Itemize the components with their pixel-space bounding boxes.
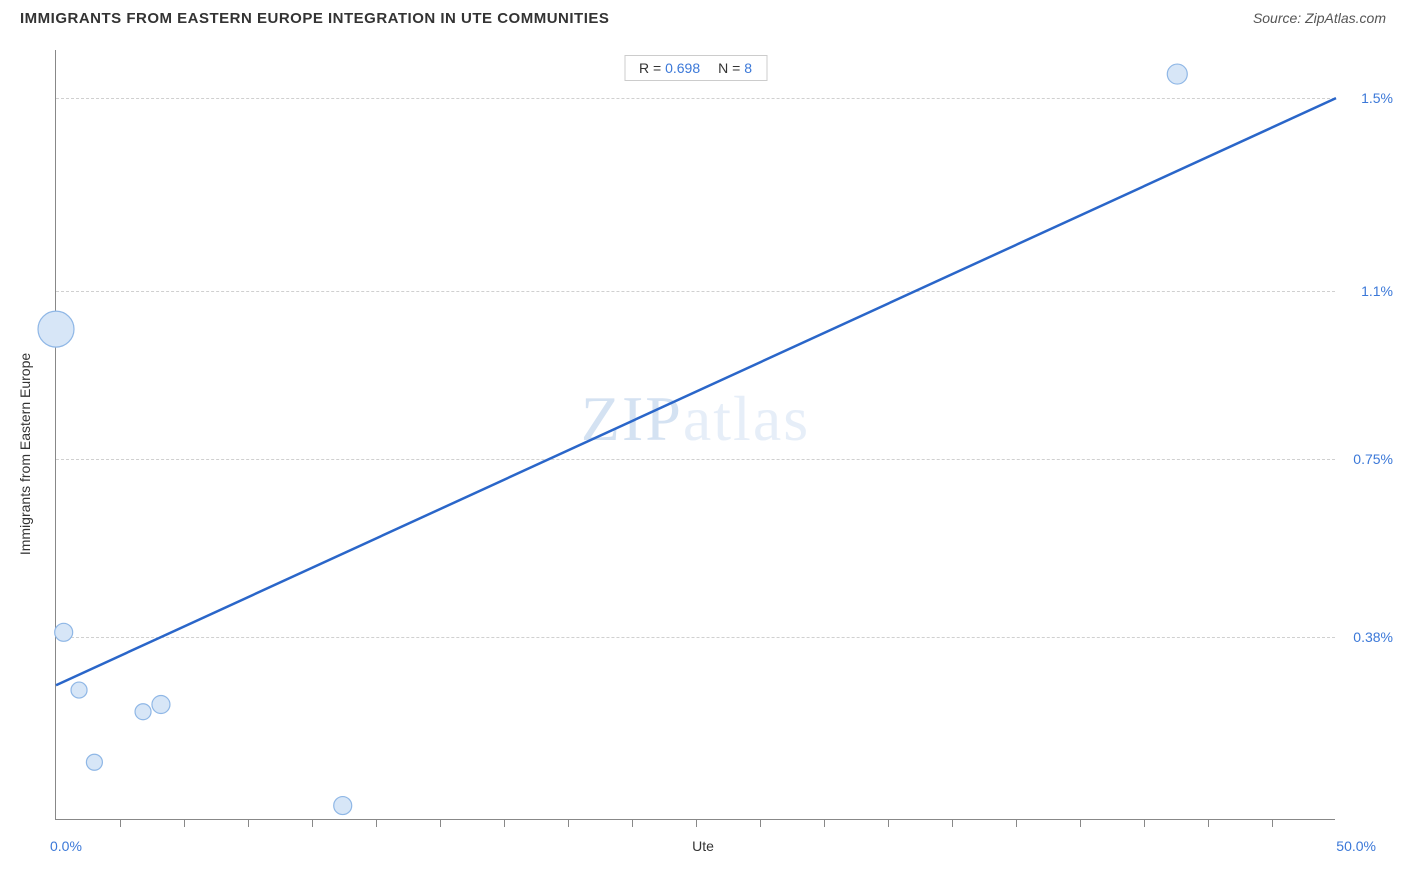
x-tick bbox=[504, 819, 505, 827]
x-tick bbox=[312, 819, 313, 827]
x-tick bbox=[1208, 819, 1209, 827]
x-tick bbox=[568, 819, 569, 827]
data-point bbox=[135, 704, 151, 720]
x-tick bbox=[1016, 819, 1017, 827]
x-tick bbox=[120, 819, 121, 827]
data-point bbox=[152, 696, 170, 714]
y-tick-label: 0.38% bbox=[1353, 629, 1393, 645]
data-point bbox=[1167, 64, 1187, 84]
x-tick bbox=[1272, 819, 1273, 827]
scatter-svg bbox=[56, 50, 1335, 819]
data-point bbox=[71, 682, 87, 698]
x-axis-max-label: 50.0% bbox=[1336, 838, 1376, 854]
chart-container: IMMIGRANTS FROM EASTERN EUROPE INTEGRATI… bbox=[20, 10, 1386, 882]
x-tick bbox=[952, 819, 953, 827]
plot-area: ZIPatlas R = 0.698 N = 8 0.38%0.75%1.1%1… bbox=[55, 50, 1335, 820]
x-tick bbox=[632, 819, 633, 827]
chart-title: IMMIGRANTS FROM EASTERN EUROPE INTEGRATI… bbox=[20, 10, 1386, 27]
x-tick bbox=[1144, 819, 1145, 827]
x-tick bbox=[760, 819, 761, 827]
data-point bbox=[38, 311, 74, 347]
x-tick bbox=[248, 819, 249, 827]
y-tick-label: 1.1% bbox=[1361, 283, 1393, 299]
y-tick-label: 1.5% bbox=[1361, 90, 1393, 106]
x-tick bbox=[1080, 819, 1081, 827]
y-tick-label: 0.75% bbox=[1353, 451, 1393, 467]
y-axis-label: Immigrants from Eastern Europe bbox=[17, 353, 33, 555]
x-tick bbox=[696, 819, 697, 827]
data-point bbox=[86, 754, 102, 770]
x-axis-label: Ute bbox=[692, 838, 714, 854]
source-attribution: Source: ZipAtlas.com bbox=[1253, 10, 1386, 26]
points-layer bbox=[38, 64, 1187, 815]
x-tick bbox=[376, 819, 377, 827]
data-point bbox=[55, 623, 73, 641]
x-axis-min-label: 0.0% bbox=[50, 838, 82, 854]
trend-line bbox=[56, 98, 1336, 685]
x-tick bbox=[184, 819, 185, 827]
x-tick bbox=[824, 819, 825, 827]
data-point bbox=[334, 797, 352, 815]
x-tick bbox=[888, 819, 889, 827]
trendline-layer bbox=[56, 98, 1336, 685]
x-tick bbox=[440, 819, 441, 827]
